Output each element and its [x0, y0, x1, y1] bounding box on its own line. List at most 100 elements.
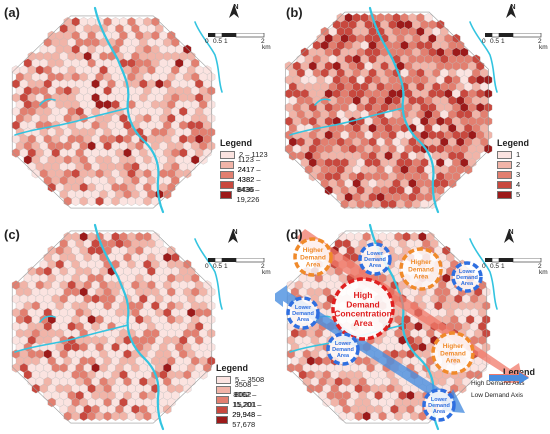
legend-row: 4	[497, 180, 529, 190]
higher-demand-area-3-label: Higher	[443, 343, 464, 350]
legend-c: Legend 5 – 3508 3508 – 8062 8062 – 15,20…	[216, 363, 275, 429]
scale-bar-c: 0 0.5 1 2 km	[205, 257, 275, 276]
lower-demand-area-3-label: Lower	[295, 305, 312, 311]
north-arrow-c: N	[227, 229, 243, 243]
lower-demand-area-4-label: Area	[337, 353, 350, 359]
legend-row: 2	[497, 160, 529, 170]
legend-swatch	[497, 161, 512, 169]
scale-bar-graphic	[208, 258, 265, 263]
lower-demand-area-1-label: Area	[369, 263, 382, 269]
high-demand-concentration-area-label: Demand	[346, 299, 380, 309]
high-demand-concentration-area-ring	[331, 277, 395, 341]
river-line	[194, 21, 223, 93]
river-line	[39, 315, 56, 323]
north-arrow-icon	[506, 4, 516, 18]
hexbin-map-a	[11, 6, 223, 214]
legend-swatch	[216, 406, 229, 414]
legend-swatch	[216, 416, 229, 424]
legend-a: Legend 2 – 1123 1123 – 2417 2417 – 4382 …	[220, 138, 275, 204]
hex-cell	[448, 178, 457, 189]
north-arrow-b: N	[505, 4, 521, 18]
lower-demand-area-5-label: Lower	[431, 397, 448, 403]
river-line	[314, 98, 331, 106]
river-line	[368, 6, 440, 214]
lower-demand-area-2-label: Area	[461, 281, 474, 287]
legend-row: 2417 – 4382	[220, 165, 275, 184]
river-line	[289, 107, 404, 136]
panel-label-d: (d)	[286, 227, 303, 242]
river-line	[39, 98, 56, 106]
lower-demand-area-1-label: Lower	[367, 251, 384, 257]
legend-row: 5	[497, 190, 529, 200]
legend-swatch	[220, 181, 234, 189]
lower-demand-area-3-ring	[286, 296, 320, 330]
panel-label-c: (c)	[4, 227, 20, 242]
legend-swatch	[216, 396, 230, 404]
scale-bar-graphic	[485, 258, 542, 263]
higher-demand-area-3-ring	[431, 331, 475, 375]
map-a-hexagons	[11, 17, 216, 206]
map-a-boundary	[11, 15, 213, 209]
lower-demand-area-5-ring	[422, 388, 456, 422]
high-demand-concentration-area-label: Area	[354, 318, 373, 328]
map-c-boundary	[11, 230, 213, 424]
higher-demand-area-2-ring	[399, 247, 443, 291]
higher-demand-area-2-label: Area	[414, 273, 429, 280]
map-panel-c: (c) N 0 0.5 1 2 km Legend 5 – 3508 3508 …	[0, 217, 275, 434]
legend-d: Legend High Demand Axis Low Demand Axis	[471, 367, 549, 401]
scale-bar-d: 0 0.5 1 2 km	[482, 257, 550, 276]
legend-swatch	[220, 171, 234, 179]
north-arrow-icon	[504, 229, 514, 243]
river-line	[194, 238, 223, 310]
higher-demand-area-3-label: Demand	[440, 350, 466, 357]
map-c-hexagons	[11, 232, 216, 421]
lower-demand-area-3-label: Demand	[292, 311, 314, 317]
north-arrow-icon	[229, 4, 239, 18]
north-arrow-a: N	[228, 4, 244, 18]
hexbin-map-c	[11, 223, 223, 431]
higher-demand-area-2-label: Higher	[411, 259, 432, 266]
higher-demand-area-1-label: Demand	[300, 254, 326, 261]
lower-demand-area-2-label: Lower	[459, 269, 476, 275]
scale-bar-a: 0 0.5 1 2 km	[205, 32, 275, 51]
lower-demand-area-4-label: Lower	[335, 341, 352, 347]
map-panel-b: (b) N 0 0.5 1 2 km Legend 1 2 3 4 5	[275, 0, 550, 217]
legend-row: 29,948 – 57,678	[216, 410, 275, 429]
high-demand-concentration-area-label: Concentration	[334, 309, 392, 319]
legend-swatch	[220, 161, 234, 169]
north-arrow-d: N	[503, 229, 519, 243]
lower-demand-area-2-ring	[451, 261, 483, 293]
legend-swatch	[216, 376, 231, 384]
low-demand-axis-arrow	[275, 285, 465, 413]
river-line	[14, 107, 129, 136]
higher-demand-area-2-label: Demand	[408, 266, 434, 273]
north-arrow-icon	[228, 229, 238, 243]
legend-row: 2 – 1123	[220, 150, 275, 160]
hexbin-map-b	[284, 6, 498, 214]
legend-b: Legend 1 2 3 4 5	[497, 138, 530, 200]
scale-bar-b: 0 0.5 1 2 km	[482, 32, 550, 51]
legend-row: 15,201 – 29,948	[216, 400, 275, 419]
legend-swatch	[497, 181, 512, 189]
legend-swatch	[220, 191, 233, 199]
lower-demand-area-5-label: Demand	[428, 403, 450, 409]
higher-demand-area-1-label: Area	[306, 261, 321, 268]
lower-demand-area-2-label: Demand	[456, 275, 478, 281]
panel-label-a: (a)	[4, 5, 20, 20]
river-line	[93, 6, 165, 214]
scale-bar-graphic	[485, 33, 542, 38]
river-line	[14, 324, 129, 353]
panel-label-b: (b)	[286, 5, 303, 20]
map-b-boundary	[285, 11, 489, 209]
lower-demand-area-3-label: Area	[297, 317, 310, 323]
legend-swatch	[497, 151, 512, 159]
legend-row: 8436 – 19,226	[220, 185, 275, 204]
higher-demand-area-3-label: Area	[446, 357, 461, 364]
river-line	[469, 238, 498, 310]
higher-demand-area-1-label: Higher	[303, 247, 324, 254]
lower-demand-area-1-label: Demand	[364, 257, 386, 263]
legend-row: 1123 – 2417	[220, 155, 275, 174]
lower-demand-area-5-label: Area	[433, 409, 446, 415]
legend-swatch	[220, 151, 235, 159]
